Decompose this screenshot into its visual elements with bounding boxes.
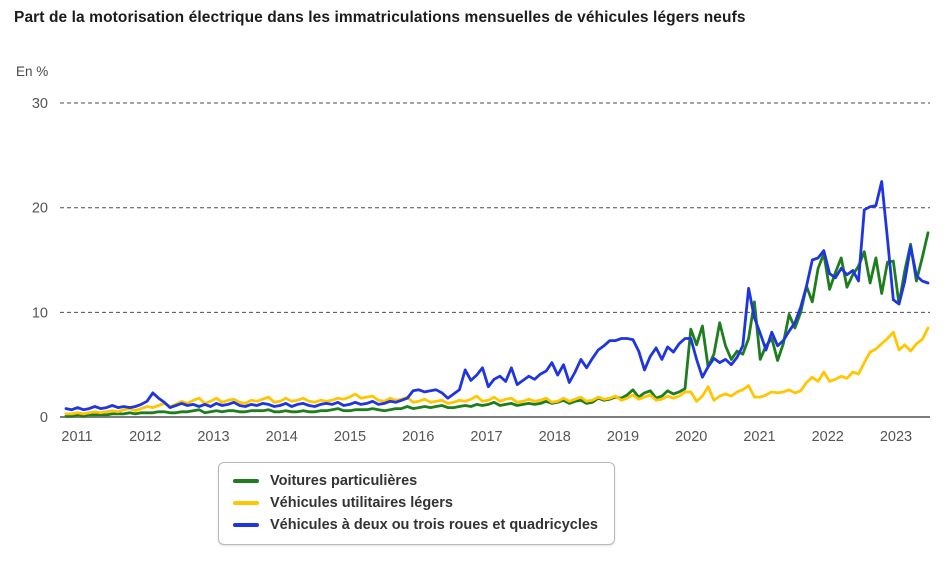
svg-text:2014: 2014 bbox=[266, 429, 298, 445]
svg-text:2019: 2019 bbox=[607, 429, 639, 445]
line-chart: 30 20 10 0 2011 2012 2013 2014 2015 2016 2017 2018 2… bbox=[32, 96, 930, 445]
svg-text:2022: 2022 bbox=[812, 429, 844, 445]
legend-swatch-green bbox=[233, 479, 259, 483]
svg-text:2015: 2015 bbox=[334, 429, 366, 445]
svg-text:2012: 2012 bbox=[129, 429, 161, 445]
svg-text:2021: 2021 bbox=[743, 429, 775, 445]
svg-text:2011: 2011 bbox=[61, 429, 92, 445]
legend-label: Voitures particulières bbox=[270, 473, 418, 489]
legend-item-deux-trois-roues: Véhicules à deux ou trois roues et quadr… bbox=[233, 514, 598, 536]
svg-text:2018: 2018 bbox=[539, 429, 571, 445]
svg-text:2023: 2023 bbox=[880, 429, 912, 445]
svg-text:2013: 2013 bbox=[197, 429, 229, 445]
legend-swatch-yellow bbox=[233, 501, 259, 505]
legend-label: Véhicules utilitaires légers bbox=[270, 495, 453, 511]
chart-title: Part de la motorisation électrique dans … bbox=[14, 9, 746, 26]
chart-legend: Voitures particulières Véhicules utilita… bbox=[218, 462, 615, 545]
legend-label: Véhicules à deux ou trois roues et quadr… bbox=[270, 517, 598, 533]
svg-text:2020: 2020 bbox=[675, 429, 707, 445]
svg-text:2016: 2016 bbox=[402, 429, 434, 445]
svg-text:10: 10 bbox=[32, 305, 48, 321]
legend-swatch-blue bbox=[233, 523, 259, 527]
svg-text:30: 30 bbox=[32, 96, 48, 112]
svg-text:0: 0 bbox=[40, 410, 48, 426]
legend-item-utilitaires: Véhicules utilitaires légers bbox=[233, 492, 598, 514]
y-axis-unit-label: En % bbox=[16, 64, 49, 79]
svg-text:2017: 2017 bbox=[470, 429, 502, 445]
legend-item-voitures: Voitures particulières bbox=[233, 470, 598, 492]
svg-text:20: 20 bbox=[32, 201, 48, 217]
